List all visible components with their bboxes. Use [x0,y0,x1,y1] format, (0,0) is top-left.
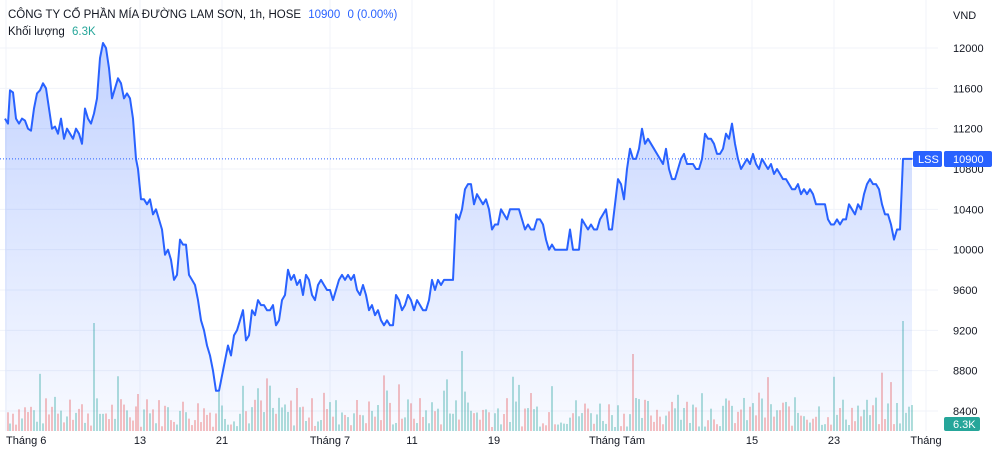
price-axis[interactable]: VND 840088009200960010000104001080011200… [953,10,984,418]
x-tick-label: 15 [746,435,758,447]
x-tick-label: Tháng Tám [589,435,645,447]
x-tick-label: 11 [406,435,417,447]
y-tick-label: 11200 [953,124,983,136]
symbol-tag-label: LSS [918,154,939,166]
volume-value: 6.3K [72,26,96,38]
price-tag-label: 10900 [953,154,984,166]
volume-tag-label: 6.3K [953,419,976,431]
y-tick-label: 9600 [953,285,977,297]
symbol-description[interactable]: CÔNG TY CỔ PHẦN MÍA ĐƯỜNG LAM SƠN, 1h, H… [8,9,302,21]
price-line [4,42,912,392]
price-tag: 10900 [944,151,992,167]
symbol-tag: LSS [913,151,942,167]
x-tick-label: Tháng [910,435,941,447]
y-tick-label: 11600 [953,83,983,95]
price-change-value: 0 (0.00%) [347,9,398,21]
time-axis[interactable]: Tháng 6 13 21 Tháng 7 11 19 Tháng Tám 15 23 Tháng [6,435,942,447]
x-tick-label: 13 [134,435,146,447]
y-tick-label: 12000 [953,43,984,55]
y-tick-label: 10400 [953,204,984,216]
x-tick-label: 21 [216,435,228,447]
y-tick-label: 10000 [953,245,984,257]
y-tick-label: 8400 [953,406,977,418]
volume-label[interactable]: Khối lượng [8,26,65,38]
x-tick-label: Tháng 6 [6,435,46,447]
x-tick-label: Tháng 7 [310,435,350,447]
volume-tag: 6.3K [944,417,980,431]
x-tick-label: 19 [488,435,500,447]
x-tick-label: 23 [828,435,840,447]
legend-row-volume: Khối lượng 6.3K [8,24,397,41]
legend-row-symbol: CÔNG TY CỔ PHẦN MÍA ĐƯỜNG LAM SƠN, 1h, H… [8,7,397,24]
chart-legend: CÔNG TY CỔ PHẦN MÍA ĐƯỜNG LAM SƠN, 1h, H… [8,7,397,41]
price-area [5,43,912,431]
y-tick-label: 9200 [953,325,977,337]
y-tick-label: 8800 [953,366,977,378]
currency-label: VND [953,10,976,22]
last-price-value: 10900 [308,9,341,21]
